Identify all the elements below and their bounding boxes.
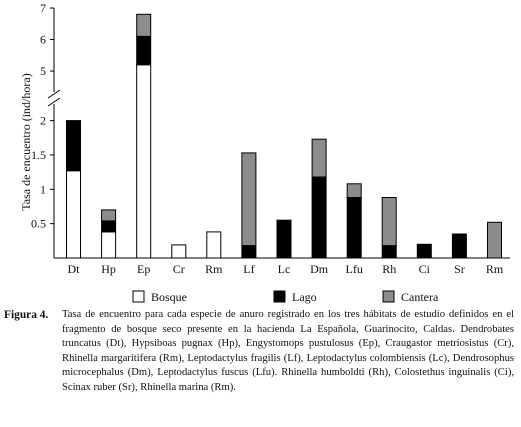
- bar-cantera-rh-9: [381, 197, 397, 247]
- y-tick-label-7: 7: [40, 1, 46, 15]
- x-tick-label-dt-0: Dt: [68, 262, 81, 276]
- y-tick-label-2: 2: [40, 114, 46, 128]
- bar-bosque-cr-3: [171, 244, 187, 259]
- bar-lago-sr-11: [451, 233, 467, 259]
- x-tick-label-rm-4: Rm: [205, 262, 223, 276]
- x-tick-label-dm-7: Dm: [310, 262, 329, 276]
- figure-caption: Figura 4. Tasa de encuentro para cada es…: [4, 308, 514, 396]
- x-tick-label-rh-9: Rh: [382, 262, 396, 276]
- bar-bosque-hp-1: [101, 231, 117, 259]
- legend-swatch-bosque: [132, 290, 145, 303]
- bar-lago-lf-5: [241, 245, 257, 259]
- axis-break-mark: [47, 97, 61, 107]
- bar-lago-lc-6: [276, 219, 292, 259]
- legend-label-cantera: Cantera: [401, 290, 439, 304]
- legend-label-bosque: Bosque: [151, 290, 187, 304]
- bar-cantera-lfu-8: [346, 183, 362, 199]
- axis-break-mark: [47, 89, 61, 99]
- x-tick-label-lf-5: Lf: [243, 262, 254, 276]
- bar-cantera-lf-5: [241, 152, 257, 247]
- x-tick-label-lfu-8: Lfu: [346, 262, 363, 276]
- bar-cantera-hp-1: [101, 209, 117, 222]
- y-ticks-group: 0.5 1 1.5 2 5 6 7: [31, 1, 54, 231]
- bar-bosque-dt-0: [66, 170, 81, 259]
- x-tick-label-rm-12: Rm: [486, 262, 504, 276]
- bar-bosque-rm-4: [206, 231, 222, 259]
- x-tick-label-ci-10: Ci: [419, 262, 431, 276]
- legend-swatch-cantera: [382, 290, 395, 303]
- y-tick-label-1-5: 1.5: [31, 148, 46, 162]
- x-tick-label-lc-6: Lc: [278, 262, 291, 276]
- bars-group: [66, 13, 502, 259]
- x-tick-label-ep-2: Ep: [137, 262, 150, 276]
- legend-label-lago: Lago: [292, 290, 317, 304]
- bar-lago-dm-7: [311, 176, 327, 259]
- legend: Bosque Lago Cantera: [132, 290, 439, 304]
- bar-lago-dt-0: [66, 120, 81, 172]
- bar-cantera-rm-12: [487, 221, 502, 259]
- y-tick-label-1: 1: [40, 182, 46, 196]
- legend-swatch-lago: [273, 290, 286, 303]
- bar-cantera-ep-2: [136, 13, 152, 37]
- x-labels-group: Dt Hp Ep Cr Rm Lf Lc Dm Lfu Rh Ci Sr Rm: [68, 262, 504, 276]
- bar-lago-hp-1: [101, 220, 117, 233]
- y-tick-label-0-5: 0.5: [31, 217, 46, 231]
- caption-text: Tasa de encuentro para cada especie de a…: [62, 309, 514, 393]
- bar-lago-lfu-8: [346, 197, 362, 259]
- bar-cantera-dm-7: [311, 138, 327, 178]
- x-tick-label-sr-11: Sr: [454, 262, 465, 276]
- x-tick-label-cr-3: Cr: [173, 262, 185, 276]
- x-tick-label-hp-1: Hp: [101, 262, 116, 276]
- y-axis-title: Tasa de encuentro (ind/hora): [19, 73, 33, 210]
- bar-lago-ep-2: [136, 35, 152, 66]
- y-tick-label-6: 6: [40, 33, 46, 47]
- caption-label: Figura 4.: [4, 309, 49, 321]
- bar-lago-ci-10: [416, 243, 432, 259]
- bar-bosque-ep-2: [136, 64, 152, 259]
- y-tick-label-5: 5: [40, 64, 46, 78]
- bar-lago-rh-9: [381, 245, 397, 259]
- axes-group: [47, 8, 510, 259]
